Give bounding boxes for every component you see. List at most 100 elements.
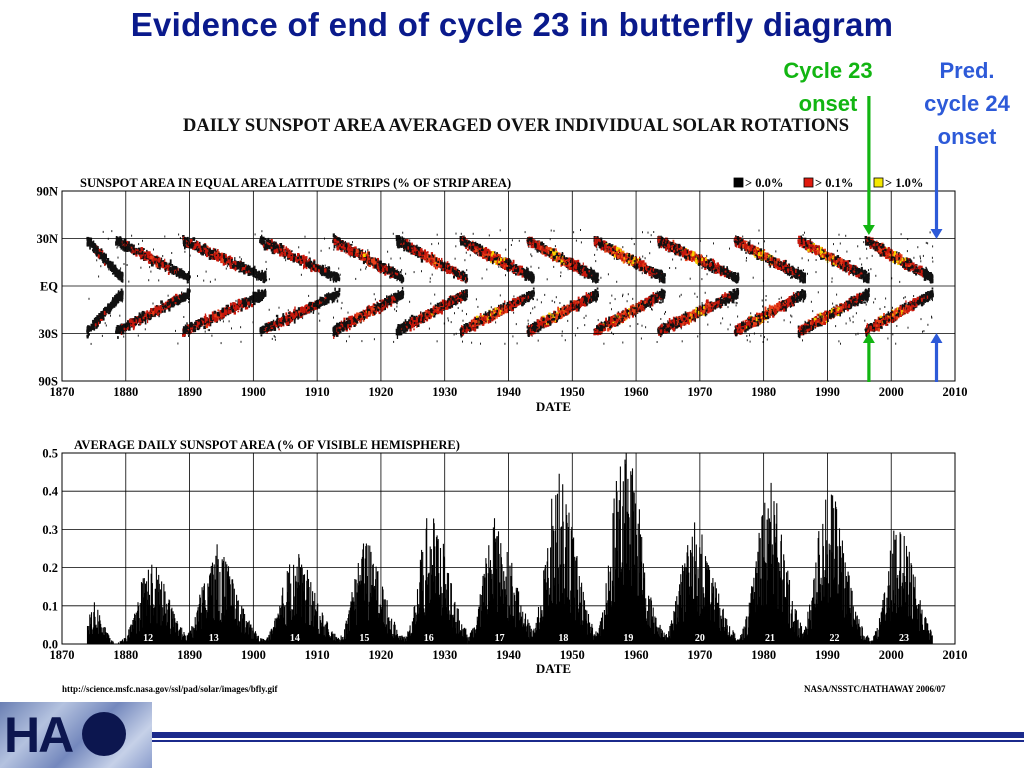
- butterfly-cell: [331, 299, 333, 304]
- butterfly-cell: [171, 270, 175, 274]
- butterfly-cell: [138, 318, 141, 323]
- butterfly-cell: [261, 269, 263, 273]
- butterfly-cell: [224, 258, 228, 263]
- butterfly-cell: [128, 280, 130, 283]
- butterfly-cell: [94, 250, 96, 253]
- butterfly-cell: [180, 276, 182, 279]
- butterfly-cell: [290, 256, 293, 260]
- butterfly-cell: [211, 251, 214, 254]
- butterfly-cell: [274, 338, 276, 341]
- butterfly-cell: [153, 260, 156, 263]
- butterfly-cell: [156, 308, 160, 312]
- butterfly-cell: [263, 275, 266, 279]
- butterfly-cell: [273, 242, 276, 244]
- butterfly-cell: [317, 269, 320, 273]
- butterfly-cell: [143, 319, 147, 322]
- butterfly-cell: [188, 298, 190, 301]
- butterfly-cell: [185, 245, 188, 248]
- butterfly-cell: [214, 318, 218, 322]
- butterfly-cell: [124, 329, 126, 332]
- butterfly-cell: [253, 271, 255, 275]
- butterfly-cell: [186, 243, 188, 247]
- butterfly-cell: [158, 309, 160, 313]
- butterfly-cell: [217, 318, 219, 322]
- butterfly-cell: [139, 248, 141, 252]
- butterfly-cell: [241, 262, 245, 265]
- butterfly-cell: [117, 276, 119, 279]
- butterfly-cell: [322, 272, 325, 275]
- butterfly-cell: [105, 260, 109, 264]
- butterfly-cell: [189, 239, 193, 243]
- butterfly-cell: [147, 313, 149, 317]
- butterfly-cell: [90, 342, 92, 345]
- butterfly-cell: [171, 252, 173, 254]
- butterfly-cell: [231, 258, 233, 263]
- butterfly-cell: [120, 267, 122, 270]
- butterfly-cell: [257, 272, 260, 275]
- butterfly-cell: [100, 252, 103, 256]
- butterfly-cell: [187, 329, 191, 334]
- butterfly-cell: [265, 260, 267, 263]
- butterfly-cell: [95, 246, 97, 250]
- butterfly-cell: [312, 267, 315, 270]
- butterfly-marks: [86, 229, 934, 345]
- butterfly-cell: [293, 308, 295, 312]
- butterfly-cell: [164, 258, 166, 263]
- butterfly-cell: [206, 322, 208, 325]
- butterfly-cell: [101, 334, 103, 337]
- butterfly-cell: [309, 306, 313, 311]
- butterfly-cell: [271, 337, 273, 340]
- butterfly-cell: [116, 273, 119, 276]
- butterfly-cell: [240, 340, 242, 343]
- butterfly-cell: [126, 264, 128, 266]
- butterfly-cell: [219, 319, 221, 322]
- butterfly-cell: [285, 259, 287, 262]
- butterfly-cell: [327, 296, 331, 298]
- butterfly-cell: [143, 313, 146, 318]
- butterfly-cell: [209, 280, 211, 283]
- butterfly-cell: [98, 313, 101, 318]
- butterfly-cell: [286, 248, 289, 251]
- butterfly-cell: [240, 270, 243, 273]
- butterfly-cell: [131, 234, 133, 237]
- butterfly-cell: [167, 271, 170, 275]
- butterfly-cell: [218, 316, 221, 319]
- butterfly-cell: [172, 296, 175, 301]
- butterfly-cell: [101, 257, 105, 261]
- butterfly-cell: [324, 264, 326, 267]
- butterfly-cell: [251, 303, 254, 308]
- butterfly-cell: [195, 320, 199, 322]
- butterfly-cell: [144, 320, 147, 325]
- butterfly-cell: [110, 304, 114, 307]
- butterfly-cell: [147, 261, 150, 264]
- butterfly-cell: [187, 327, 190, 331]
- butterfly-cell: [293, 319, 296, 324]
- butterfly-cell: [128, 244, 132, 247]
- butterfly-cell: [96, 259, 98, 262]
- butterfly-cell: [174, 270, 177, 275]
- butterfly-cell: [239, 304, 241, 306]
- butterfly-cell: [120, 328, 122, 331]
- butterfly-cell: [139, 255, 142, 260]
- butterfly-cell: [234, 266, 237, 271]
- butterfly-cell: [207, 254, 210, 256]
- butterfly-cell: [178, 301, 181, 305]
- butterfly-cell: [86, 331, 89, 335]
- butterfly-cell: [104, 255, 107, 258]
- butterfly-cell: [234, 257, 236, 261]
- butterfly-cell: [171, 299, 174, 303]
- butterfly-cell: [115, 268, 117, 271]
- butterfly-cell: [112, 264, 114, 267]
- butterfly-cell: [186, 279, 189, 281]
- butterfly-cell: [240, 260, 242, 265]
- butterfly-cell: [102, 317, 104, 321]
- butterfly-cell: [171, 265, 175, 268]
- butterfly-cell: [150, 308, 153, 310]
- butterfly-cell: [86, 237, 89, 242]
- butterfly-cell: [103, 308, 105, 312]
- butterfly-cell: [280, 251, 284, 255]
- butterfly-cell: [121, 240, 124, 244]
- butterfly-cell: [117, 336, 119, 339]
- butterfly-cell: [102, 312, 104, 316]
- butterfly-cell: [333, 295, 335, 299]
